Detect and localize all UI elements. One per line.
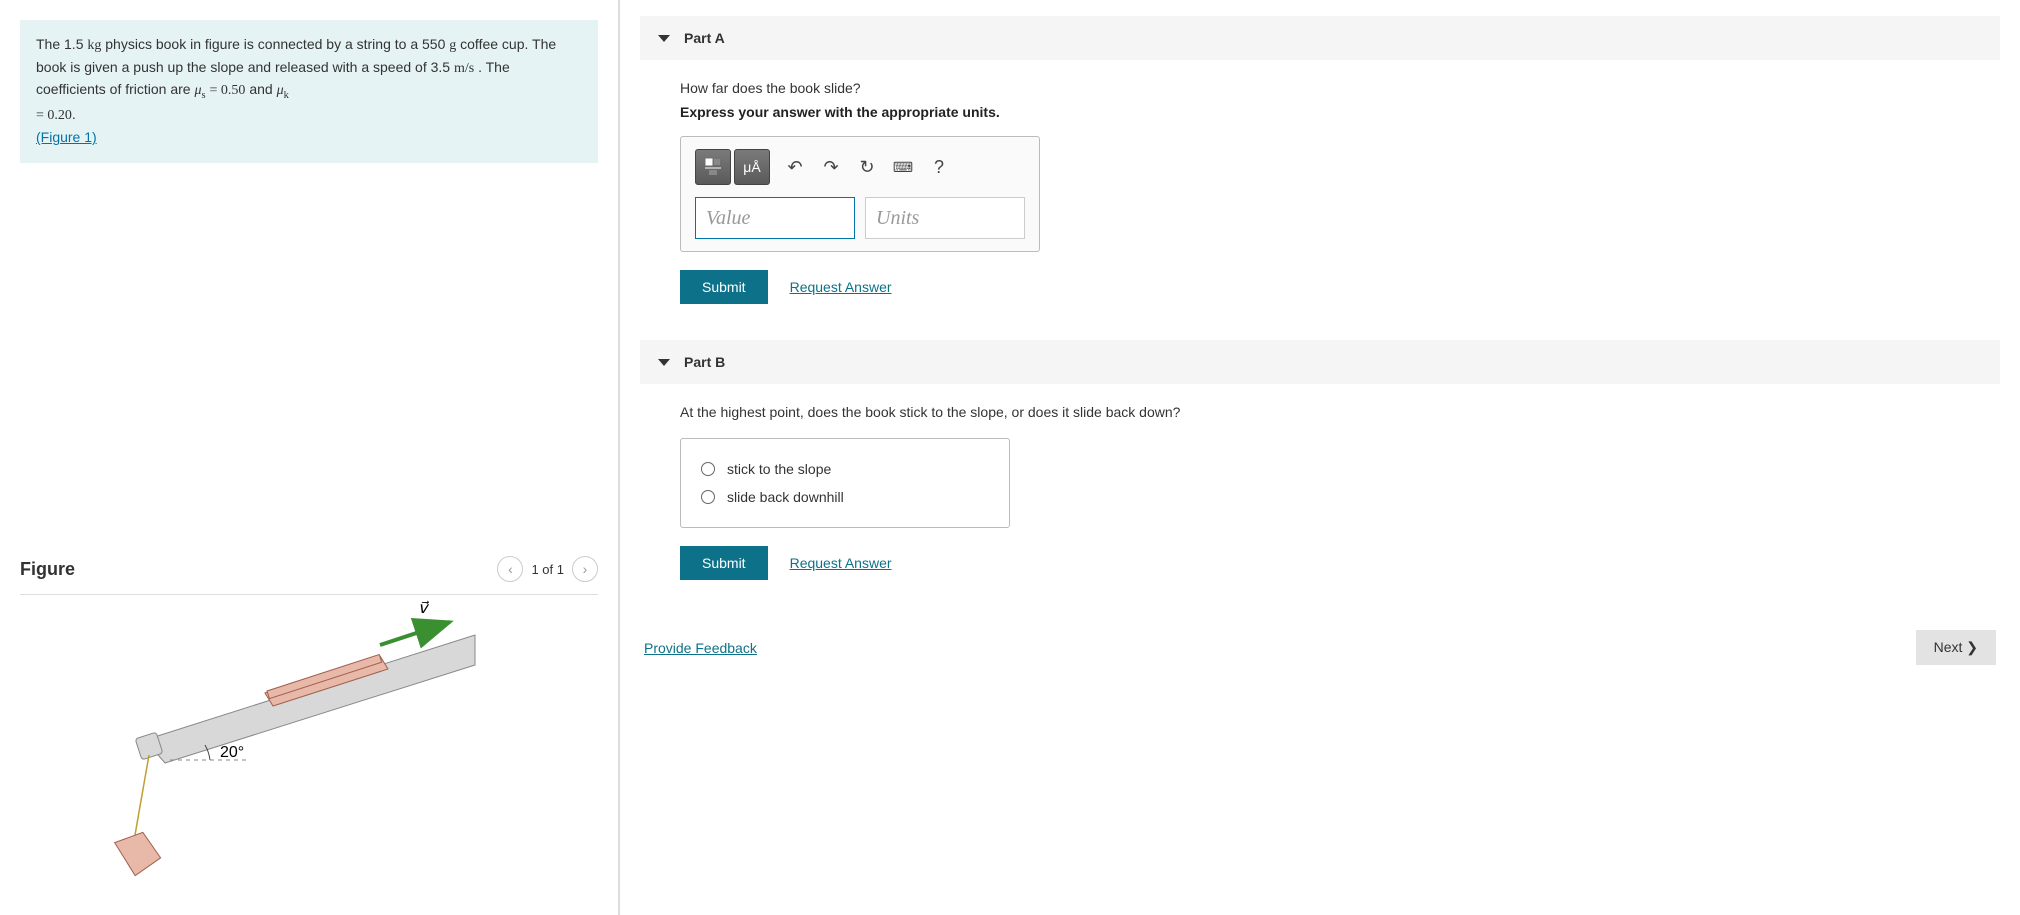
value-input[interactable]: Value: [695, 197, 855, 239]
radio-icon[interactable]: [701, 462, 715, 476]
next-button[interactable]: Next ❯: [1916, 630, 1996, 665]
symbols-label: μÅ: [743, 159, 760, 175]
figure-link[interactable]: (Figure 1): [36, 129, 97, 145]
answer-entry-box: μÅ ↶ ↷ ↻ ⌨ ? Value Units: [680, 136, 1040, 252]
part-a-instruction: Express your answer with the appropriate…: [680, 104, 1960, 120]
problem-text: The 1.5: [36, 36, 83, 52]
mu-s-symbol: μ: [195, 83, 202, 98]
problem-statement: The 1.5 kg physics book in figure is con…: [20, 20, 598, 163]
radio-options-box: stick to the slope slide back downhill: [680, 438, 1010, 528]
radio-label: slide back downhill: [727, 489, 844, 505]
provide-feedback-link[interactable]: Provide Feedback: [644, 640, 757, 656]
caret-down-icon: [658, 35, 670, 42]
part-a-title: Part A: [684, 30, 725, 46]
radio-option-slide[interactable]: slide back downhill: [701, 483, 989, 511]
radio-label: stick to the slope: [727, 461, 831, 477]
part-b-header[interactable]: Part B: [640, 340, 2000, 384]
radio-option-stick[interactable]: stick to the slope: [701, 455, 989, 483]
mu-s-subscript: s: [202, 90, 206, 101]
problem-period: .: [72, 106, 76, 122]
part-a-request-answer-link[interactable]: Request Answer: [790, 279, 892, 295]
templates-button[interactable]: [695, 149, 731, 185]
problem-unit: m/s: [454, 61, 474, 76]
fraction-icon: [703, 157, 723, 177]
problem-text: physics book in figure is connected by a…: [105, 36, 445, 52]
symbols-button[interactable]: μÅ: [734, 149, 770, 185]
radio-icon[interactable]: [701, 490, 715, 504]
part-b-question: At the highest point, does the book stic…: [680, 404, 1960, 420]
mu-k-value: = 0.20: [36, 108, 72, 123]
part-a-header[interactable]: Part A: [640, 16, 2000, 60]
svg-text:v⃗: v⃗: [418, 600, 430, 617]
redo-icon[interactable]: ↷: [820, 156, 842, 178]
problem-and: and: [249, 81, 272, 97]
figure-next-button[interactable]: ›: [572, 556, 598, 582]
undo-icon[interactable]: ↶: [784, 156, 806, 178]
part-a-submit-button[interactable]: Submit: [680, 270, 768, 304]
part-b-request-answer-link[interactable]: Request Answer: [790, 555, 892, 571]
caret-down-icon: [658, 359, 670, 366]
figure-counter: 1 of 1: [531, 562, 564, 577]
units-input[interactable]: Units: [865, 197, 1025, 239]
problem-unit: g: [449, 38, 456, 53]
mu-k-symbol: μ: [277, 83, 284, 98]
figure-title: Figure: [20, 559, 75, 580]
keyboard-icon[interactable]: ⌨: [892, 156, 914, 178]
figure-canvas: v⃗ 20°: [20, 595, 598, 895]
part-a-question: How far does the book slide?: [680, 80, 1960, 96]
mu-s-value: = 0.50: [210, 83, 246, 98]
reset-icon[interactable]: ↻: [856, 156, 878, 178]
svg-text:20°: 20°: [220, 744, 244, 761]
part-b-submit-button[interactable]: Submit: [680, 546, 768, 580]
help-icon[interactable]: ?: [928, 156, 950, 178]
figure-section: Figure ‹ 1 of 1 ›: [20, 556, 598, 895]
mu-k-subscript: k: [284, 90, 289, 101]
figure-prev-button[interactable]: ‹: [497, 556, 523, 582]
problem-unit: kg: [87, 38, 101, 53]
part-b-title: Part B: [684, 354, 725, 370]
